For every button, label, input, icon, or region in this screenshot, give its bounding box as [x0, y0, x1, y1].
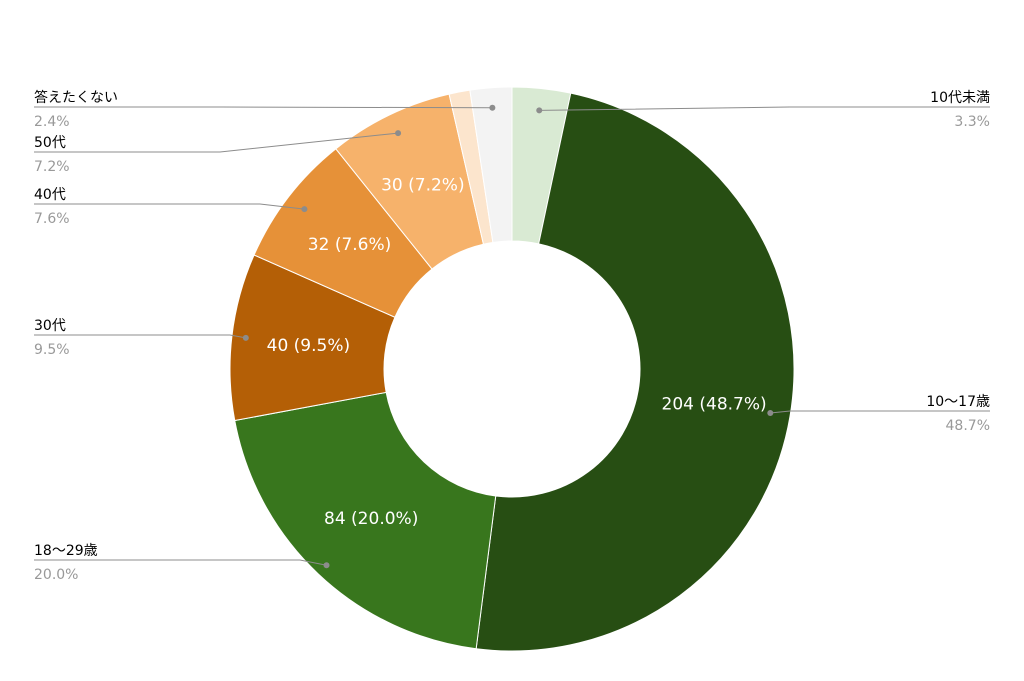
- slice-2: [234, 391, 497, 650]
- callout-percent-2: 20.0%: [34, 567, 78, 583]
- slice-data-label-1: 204 (48.7%): [662, 394, 767, 414]
- callout-dot-7: [489, 104, 496, 111]
- callout-dot-2: [323, 562, 330, 569]
- callout-line-1: [770, 410, 990, 414]
- slices-group: [229, 86, 795, 652]
- callout-percent-0: 3.3%: [954, 114, 990, 130]
- slice-data-label-2: 84 (20.0%): [324, 509, 418, 529]
- callout-label-5: 50代: [34, 135, 66, 151]
- slice-data-label-4: 32 (7.6%): [308, 235, 392, 255]
- callout-label-0: 10代未満: [930, 90, 990, 106]
- callout-label-3: 30代: [34, 318, 66, 334]
- slice-data-label-3: 40 (9.5%): [267, 336, 351, 356]
- slice-data-label-5: 30 (7.2%): [381, 175, 465, 195]
- callout-label-2: 18～29歳: [34, 543, 98, 559]
- callout-dot-1: [767, 409, 774, 416]
- callout-dot-0: [536, 107, 543, 114]
- callout-line-3: [34, 334, 246, 339]
- callout-line-5: [34, 132, 399, 153]
- callout-percent-5: 7.2%: [34, 159, 70, 175]
- callouts-group: 10代未満 3.3% 10～17歳 48.7% 18～29歳 20.0% 30代 9.5% 40…: [34, 89, 990, 583]
- callout-line-7: [34, 106, 493, 109]
- slice-7: [469, 86, 513, 244]
- callout-label-7: 答えたくない: [34, 89, 118, 106]
- callout-label-4: 40代: [34, 187, 66, 203]
- callout-percent-3: 9.5%: [34, 342, 70, 358]
- callout-percent-1: 48.7%: [946, 418, 990, 434]
- callout-dot-3: [242, 334, 249, 341]
- callout-line-4: [34, 203, 305, 210]
- slice-1: [475, 92, 795, 652]
- callout-line-2: [34, 559, 327, 566]
- callout-percent-7: 2.4%: [34, 114, 70, 130]
- data-labels-group: 204 (48.7%) 84 (20.0%) 40 (9.5%) 32 (7.6%) 3…: [267, 175, 767, 529]
- callout-dot-5: [395, 130, 402, 137]
- callout-dot-4: [301, 206, 308, 213]
- callout-label-1: 10～17歳: [926, 394, 990, 410]
- callout-line-0: [539, 106, 990, 111]
- callout-percent-4: 7.6%: [34, 211, 70, 227]
